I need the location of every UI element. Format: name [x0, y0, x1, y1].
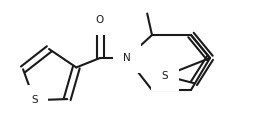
Text: S: S — [162, 71, 168, 81]
Text: S: S — [31, 95, 38, 105]
Text: O: O — [96, 15, 104, 25]
Text: N: N — [123, 53, 131, 63]
